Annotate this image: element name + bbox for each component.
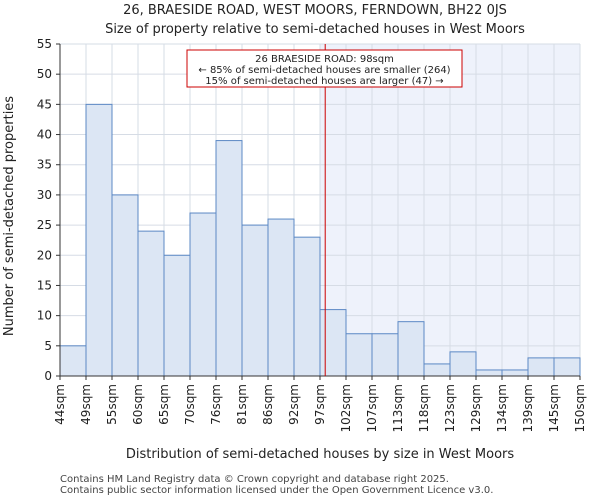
chart-subtitle: Size of property relative to semi-detach… bbox=[105, 22, 525, 37]
bar-134sqm bbox=[501, 369, 529, 377]
footer-line-2: Contains public sector information licen… bbox=[60, 485, 494, 496]
x-tick-label: 145sqm bbox=[547, 384, 561, 432]
x-tick-label: 97sqm bbox=[313, 384, 327, 425]
bar-118sqm bbox=[423, 363, 451, 377]
x-tick-label: 118sqm bbox=[417, 384, 431, 432]
chart-title: 26, BRAESIDE ROAD, WEST MOORS, FERNDOWN,… bbox=[123, 3, 507, 18]
bar-92sqm bbox=[293, 236, 321, 377]
y-axis-label: Number of semi-detached properties bbox=[2, 96, 17, 336]
bar-139sqm bbox=[527, 357, 555, 377]
x-tick-label: 113sqm bbox=[391, 384, 405, 432]
x-tick-label: 44sqm bbox=[53, 384, 67, 425]
y-tick-label: 45 bbox=[37, 97, 52, 111]
bar-97sqm bbox=[319, 309, 347, 377]
x-tick-label: 107sqm bbox=[365, 384, 379, 432]
bar-49sqm bbox=[85, 103, 113, 377]
bar-65sqm bbox=[163, 254, 191, 377]
x-tick-label: 49sqm bbox=[79, 384, 93, 425]
y-tick-label: 0 bbox=[44, 369, 52, 383]
bar-55sqm bbox=[111, 194, 139, 377]
annotation-box bbox=[186, 49, 463, 88]
y-tick-label: 10 bbox=[37, 309, 52, 323]
x-tick-label: 123sqm bbox=[443, 384, 457, 432]
x-tick-label: 55sqm bbox=[105, 384, 119, 425]
x-tick-label: 86sqm bbox=[261, 384, 275, 425]
bar-76sqm bbox=[215, 140, 243, 377]
footer-line-1: Contains HM Land Registry data © Crown c… bbox=[60, 474, 449, 485]
bar-86sqm bbox=[267, 218, 295, 377]
property-annotation: 26 BRAESIDE ROAD: 98sqm ← 85% of semi-de… bbox=[186, 49, 463, 88]
bar-145sqm bbox=[553, 357, 581, 377]
bar-102sqm bbox=[345, 333, 373, 377]
y-tick-label: 50 bbox=[37, 67, 52, 81]
x-tick-label: 134sqm bbox=[495, 384, 509, 432]
x-tick-label: 81sqm bbox=[235, 384, 249, 425]
y-tick-label: 20 bbox=[37, 248, 52, 262]
x-tick-label: 70sqm bbox=[183, 384, 197, 425]
bar-107sqm bbox=[371, 333, 399, 377]
bar-44sqm bbox=[59, 345, 87, 377]
x-tick-label: 150sqm bbox=[573, 384, 587, 432]
x-tick-label: 102sqm bbox=[339, 384, 353, 432]
y-tick-label: 5 bbox=[44, 339, 52, 353]
bar-70sqm bbox=[189, 212, 217, 377]
y-tick-label: 15 bbox=[37, 278, 52, 292]
annotation-line-1: 26 BRAESIDE ROAD: 98sqm bbox=[255, 54, 394, 65]
annotation-line-2: ← 85% of semi-detached houses are smalle… bbox=[198, 65, 450, 76]
x-tick-label: 139sqm bbox=[521, 384, 535, 432]
y-tick-label: 35 bbox=[37, 158, 52, 172]
x-tick-label: 76sqm bbox=[209, 384, 223, 425]
y-tick-label: 25 bbox=[37, 218, 52, 232]
bar-123sqm bbox=[449, 351, 477, 377]
bar-129sqm bbox=[475, 369, 503, 377]
y-tick-label: 40 bbox=[37, 128, 52, 142]
y-tick-label: 55 bbox=[37, 37, 52, 51]
x-tick-label: 60sqm bbox=[131, 384, 145, 425]
bar-113sqm bbox=[397, 321, 425, 377]
bar-81sqm bbox=[241, 224, 269, 377]
x-tick-label: 129sqm bbox=[469, 384, 483, 432]
x-axis-label: Distribution of semi-detached houses by … bbox=[126, 447, 515, 462]
x-tick-label: 92sqm bbox=[287, 384, 301, 425]
bar-60sqm bbox=[137, 230, 165, 377]
y-tick-label: 30 bbox=[37, 188, 52, 202]
annotation-line-3: 15% of semi-detached houses are larger (… bbox=[205, 76, 443, 87]
x-tick-label: 65sqm bbox=[157, 384, 171, 425]
